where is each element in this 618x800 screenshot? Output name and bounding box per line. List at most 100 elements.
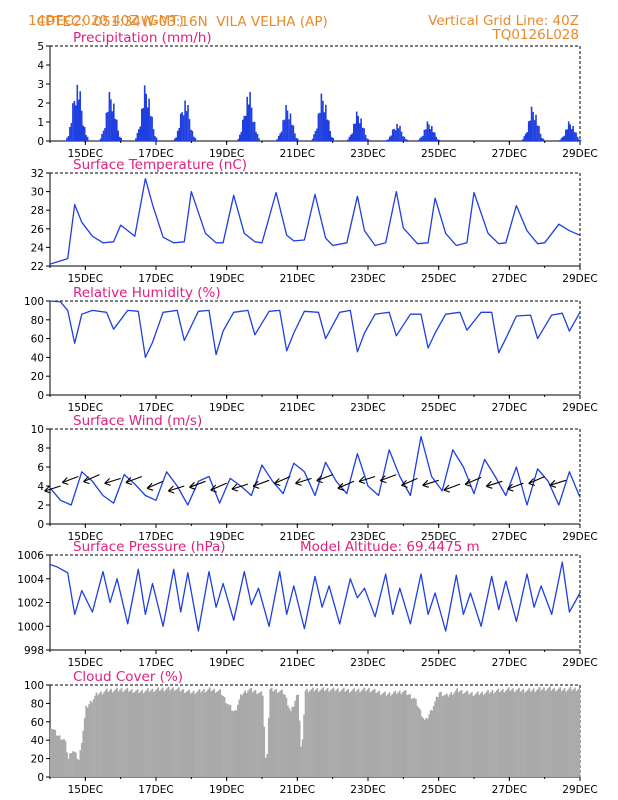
precip-bar (569, 124, 571, 141)
cloud-bar (544, 690, 547, 777)
precip-bar (420, 136, 423, 141)
cloud-xtick-label: 23DEC (350, 784, 385, 796)
precip-bar (326, 119, 329, 141)
precip-bar (291, 124, 293, 141)
precip-bar (332, 138, 334, 141)
cloud-bar (282, 693, 285, 777)
precip-bar (69, 127, 71, 141)
cloud-bar (342, 687, 345, 777)
pressure-annotation: Model Altitude: 69.4475 m (300, 539, 480, 555)
cloud-bar (80, 743, 83, 777)
cloud-bar (529, 691, 532, 777)
cloud-bar (239, 694, 242, 777)
cloud-bar (320, 688, 323, 777)
wind-arrow-shaft (337, 480, 355, 489)
precip-bar (316, 128, 318, 141)
cloud-bar (334, 691, 336, 777)
cloud-bar (79, 750, 82, 777)
cloud-bar (578, 688, 581, 777)
precip-xtick-label: 21DEC (280, 148, 315, 160)
precip-bar (565, 129, 567, 141)
cloud-bar (95, 692, 98, 777)
precip-bar (360, 118, 362, 141)
cloud-bar (85, 705, 87, 777)
cloud-bar (114, 689, 117, 777)
cloud-bar (381, 693, 383, 777)
cloud-bar (454, 690, 457, 777)
precip-bar (391, 129, 394, 141)
cloud-bar (113, 690, 115, 777)
precip-bar (182, 115, 185, 141)
cloud-bar (120, 688, 123, 777)
wind-ytick-label: 4 (37, 481, 44, 493)
precip-bar (135, 138, 137, 141)
precip-bar (136, 133, 139, 141)
cloud-bar (550, 690, 553, 777)
wind-arrow-head (337, 482, 345, 491)
temp-series-line (49, 177, 581, 265)
cloud-bar (487, 689, 489, 777)
cloud-bar (448, 694, 451, 777)
precip-bar (247, 104, 250, 141)
cloud-bar (194, 694, 196, 777)
cloud-bar (401, 692, 404, 777)
precip-bar (566, 129, 569, 141)
cloud-bar (67, 758, 70, 777)
precip-bar (428, 124, 430, 141)
precip-bar (419, 138, 421, 141)
precip-bar (253, 121, 256, 141)
cloud-bar (158, 690, 161, 777)
pressure-ytick-label: 1004 (17, 574, 44, 586)
rh-xtick-label: 17DEC (138, 402, 173, 414)
wind-arrow-head (231, 483, 239, 492)
cloud-bar (397, 692, 400, 777)
pressure-ytick-label: 1000 (17, 621, 44, 633)
cloud-bar (309, 690, 311, 777)
precip-bar (243, 115, 246, 141)
rh-title: Relative Humidity (%) (73, 285, 221, 301)
cloud-bar (278, 691, 280, 777)
wind-arrow-head (273, 478, 281, 487)
precip-bar (187, 105, 189, 141)
precip-bar (113, 103, 115, 141)
cloud-bar (359, 692, 361, 777)
cloud-bar (259, 692, 261, 777)
cloud-bar (497, 688, 500, 777)
cloud-bar (186, 690, 189, 777)
cloud-xtick-label: 21DEC (280, 784, 315, 796)
precip-bar (434, 132, 436, 141)
cloud-bar (370, 691, 373, 777)
cloud-bar (241, 695, 244, 777)
cloud-bar (262, 695, 264, 777)
pressure-ytick-label: 1006 (17, 550, 44, 562)
temp-xtick-label: 15DEC (68, 273, 103, 285)
cloud-bar (70, 753, 73, 777)
cloud-bar (481, 691, 484, 777)
cloud-bar (385, 695, 388, 777)
cloud-bar (375, 693, 378, 777)
wind-arrow-shaft (380, 474, 397, 482)
cloud-bar (77, 759, 80, 777)
precip-bar (285, 105, 287, 141)
rh-ytick-label: 40 (31, 352, 44, 364)
precip-bar (530, 106, 533, 141)
wind-arrow-head (358, 476, 366, 485)
cloud-bar (447, 696, 450, 777)
cloud-bar (307, 692, 310, 777)
cloud-bar (116, 687, 118, 777)
wind-xtick-label: 21DEC (280, 531, 315, 543)
cloud-ytick-label: 60 (31, 717, 44, 729)
cloud-bar (313, 691, 316, 777)
precip-bar (431, 126, 433, 141)
wind-arrow-shaft (464, 476, 482, 485)
precip-bar (529, 120, 531, 141)
precip-bar (114, 118, 117, 141)
cloud-bar (440, 691, 442, 777)
cloud-bar (348, 692, 351, 777)
cloud-bar (543, 687, 545, 777)
cloud-bar (482, 695, 485, 777)
wind-ytick-label: 10 (31, 424, 44, 436)
cloud-bar (315, 689, 317, 777)
cloud-bar (528, 688, 531, 777)
precip-bar (570, 129, 573, 141)
